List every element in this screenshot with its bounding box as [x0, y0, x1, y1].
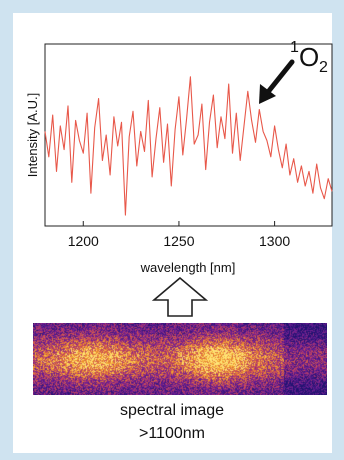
caption-line-1: spectral image: [119, 402, 225, 419]
x-tick-label: 1250: [163, 233, 194, 249]
annotation-superscript: 1: [290, 39, 299, 56]
annotation-arrow: [259, 59, 295, 104]
y-axis-label: Intensity [A.U.]: [25, 93, 40, 178]
singlet-oxygen-annotation: 1 O 2: [290, 39, 328, 76]
x-tick-label: 1200: [68, 233, 99, 249]
spectrum-line: [44, 76, 333, 216]
caption-line-2: >1100nm: [139, 425, 205, 442]
annotation-base: O: [299, 42, 319, 72]
spectral-image: [33, 323, 327, 395]
spectrum-series: [44, 76, 333, 216]
x-tick-label: 1300: [259, 233, 290, 249]
annotation-subscript: 2: [319, 59, 328, 76]
x-axis-label: wavelength [nm]: [140, 260, 236, 275]
x-ticks: 1200 1250 1300: [68, 221, 290, 249]
